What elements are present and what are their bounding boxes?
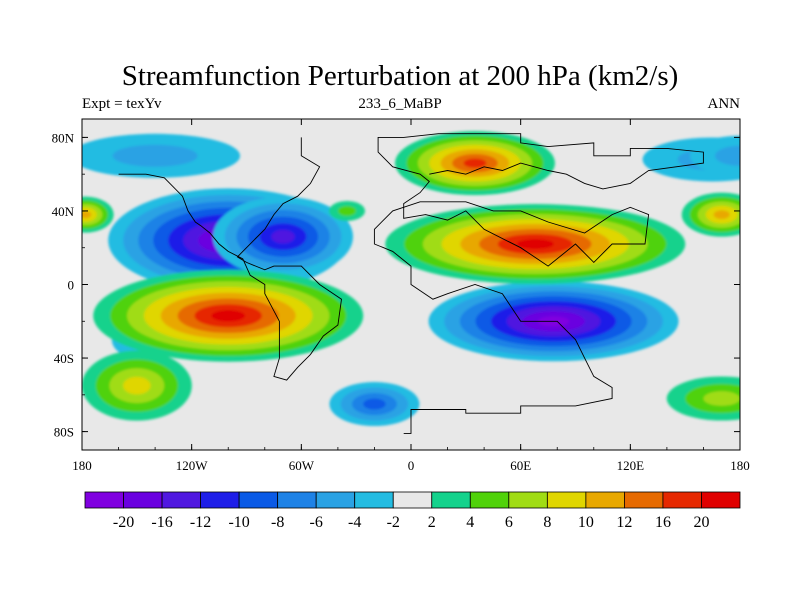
colorbar-box — [624, 491, 664, 509]
s-atlantic-low-level-4 — [363, 398, 386, 410]
y-tick-label: 40S — [54, 351, 74, 366]
colorbar-box — [662, 491, 702, 509]
colorbar-label: -4 — [348, 514, 361, 531]
colorbar-box — [431, 491, 471, 509]
colorbar-box — [469, 491, 510, 509]
colorbar-box — [123, 491, 163, 509]
x-tick-label: 0 — [408, 458, 415, 473]
colorbar-box — [546, 491, 587, 509]
colorbar-label: -10 — [228, 514, 249, 531]
s-pacific-high-level-16 — [211, 310, 246, 322]
asia-high-level-16 — [516, 239, 555, 250]
colorbar-label: 2 — [428, 514, 436, 531]
y-tick-label: 0 — [68, 278, 75, 293]
e-antarctic-high-level-11 — [703, 391, 740, 406]
run-label: 233_6_MaBP — [358, 96, 442, 112]
w-edge-high-level-13 — [82, 211, 92, 219]
colorbar-label: -2 — [387, 514, 400, 531]
colorbar-box — [277, 491, 317, 509]
n-atlantic-low-level-6 — [112, 144, 198, 167]
colorbar-label: -8 — [271, 514, 284, 531]
eurasia-high-level-15 — [463, 158, 487, 168]
colorbar-label: 20 — [693, 514, 709, 531]
chart-title: Streamfunction Perturbation at 200 hPa (… — [121, 60, 679, 92]
colorbar-box — [585, 491, 625, 509]
experiment-label: Expt = texYv — [82, 96, 162, 112]
colorbar-label: -6 — [310, 514, 323, 531]
w-atlantic-high-level-10 — [338, 205, 357, 216]
colorbar-label: 6 — [505, 514, 513, 531]
n-pacific-low-east-level-2 — [271, 230, 295, 244]
coastline-0 — [373, 133, 704, 434]
colorbar-label: 8 — [543, 514, 551, 531]
colorbar-box — [354, 491, 394, 509]
x-tick-label: 60E — [510, 458, 531, 473]
x-tick-label: 120E — [617, 458, 645, 473]
colorbar-box — [508, 491, 548, 509]
y-tick-label: 40N — [52, 204, 75, 219]
colorbar-label: -12 — [190, 514, 211, 531]
colorbar-label: -20 — [113, 514, 134, 531]
pacific-low-edge-level-6 — [715, 145, 740, 166]
x-tick-label: 180 — [730, 458, 750, 473]
y-tick-label: 80N — [52, 130, 75, 145]
colorbar-box — [84, 491, 124, 509]
y-tick-label: 80S — [54, 425, 74, 440]
colorbar-label: -16 — [151, 514, 172, 531]
x-tick-label: 60W — [289, 458, 315, 473]
colorbar-box — [315, 491, 356, 509]
colorbar-box — [701, 491, 741, 509]
colorbar-label: 12 — [616, 514, 632, 531]
colorbar-box — [161, 491, 201, 509]
axes: 180 120W 60W 0 60E 120E 180 80N 40N 0 40S 80S — [52, 119, 750, 473]
w-pacific-high-level-13 — [713, 210, 730, 220]
x-tick-label: 180 — [72, 458, 92, 473]
coastline-outline — [118, 133, 704, 434]
colorbar-label: 4 — [466, 514, 474, 531]
colorbar-label: 10 — [578, 514, 594, 531]
x-tick-label: 120W — [176, 458, 209, 473]
season-label: ANN — [707, 96, 741, 112]
colorbar-box — [392, 491, 433, 509]
colorbar-box — [200, 491, 240, 509]
sw-pacific-high-level-12 — [123, 376, 151, 395]
colorbar-label: 16 — [655, 514, 671, 531]
colorbar-box — [238, 491, 279, 509]
coastline-1 — [118, 137, 342, 381]
